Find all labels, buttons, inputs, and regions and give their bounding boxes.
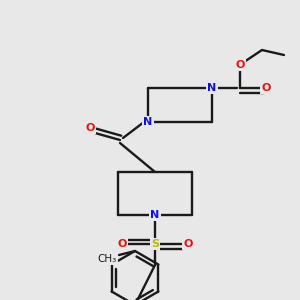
Text: N: N: [150, 210, 160, 220]
Text: O: O: [261, 83, 271, 93]
Text: N: N: [143, 117, 153, 127]
Text: N: N: [207, 83, 217, 93]
Text: CH₃: CH₃: [98, 254, 117, 264]
Text: O: O: [117, 239, 127, 249]
Text: O: O: [85, 123, 95, 133]
Text: O: O: [235, 60, 245, 70]
Text: O: O: [183, 239, 193, 249]
Text: S: S: [151, 239, 159, 249]
